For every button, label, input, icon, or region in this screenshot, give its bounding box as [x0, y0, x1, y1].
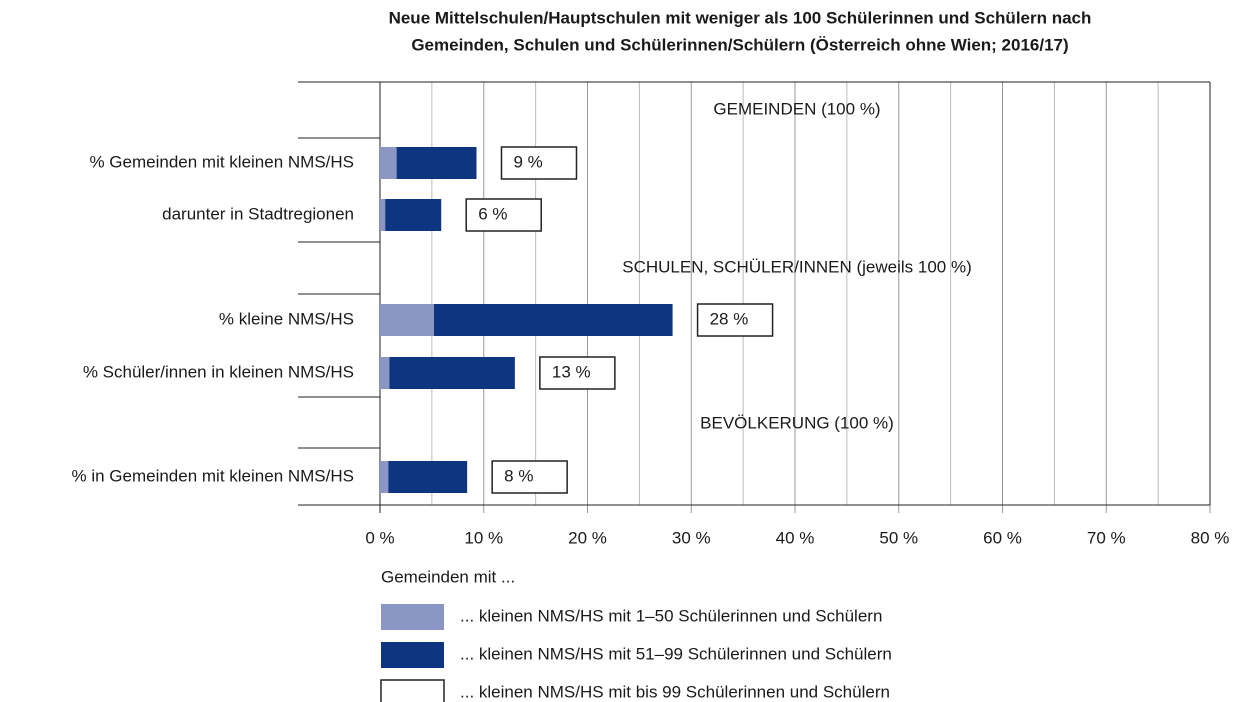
- total-box: [696, 303, 774, 337]
- x-tick-label: 70 %: [1087, 528, 1126, 547]
- section-label: GEMEINDEN (100 %): [713, 99, 880, 118]
- category-label: % in Gemeinden mit kleinen NMS/HS: [71, 466, 354, 485]
- section-label: SCHULEN, SCHÜLER/INNEN (jeweils 100 %): [622, 257, 972, 276]
- x-tick-label: 20 %: [568, 528, 607, 547]
- bar-segment: [380, 357, 390, 389]
- bar-segment: [389, 357, 515, 389]
- bar-segment: [380, 461, 389, 493]
- legend-swatch: [381, 642, 444, 668]
- x-tick-label: 10 %: [464, 528, 503, 547]
- bar-segment: [380, 304, 434, 336]
- x-tick-label: 60 %: [983, 528, 1022, 547]
- chart-title: Neue Mittelschulen/Hauptschulen mit weni…: [389, 8, 1092, 27]
- bar-segment: [380, 199, 386, 231]
- total-box: [539, 356, 616, 390]
- total-label: 8 %: [504, 466, 533, 485]
- x-tick-label: 50 %: [879, 528, 918, 547]
- legend-title: Gemeinden mit ...: [381, 567, 515, 586]
- bar-segment: [385, 199, 442, 231]
- total-box: [491, 460, 568, 494]
- bar-segment: [396, 147, 477, 179]
- bar-segment: [433, 304, 673, 336]
- total-label: 9 %: [513, 152, 542, 171]
- total-box: [500, 146, 578, 180]
- x-tick-label: 40 %: [776, 528, 815, 547]
- chart-title: Gemeinden, Schulen und Schülerinnen/Schü…: [411, 35, 1068, 54]
- category-label: % Schüler/innen in kleinen NMS/HS: [83, 362, 354, 381]
- legend-swatch: [380, 679, 445, 702]
- total-label: 28 %: [710, 309, 749, 328]
- category-label: % kleine NMS/HS: [219, 309, 354, 328]
- x-tick-label: 30 %: [672, 528, 711, 547]
- category-label: % Gemeinden mit kleinen NMS/HS: [89, 152, 354, 171]
- bar-segment: [388, 461, 468, 493]
- legend-swatch: [381, 604, 444, 630]
- legend-label: ... kleinen NMS/HS mit bis 99 Schülerinn…: [460, 682, 890, 701]
- total-label: 13 %: [552, 362, 591, 381]
- total-box: [465, 198, 542, 232]
- total-label: 6 %: [478, 204, 507, 223]
- x-tick-label: 0 %: [365, 528, 394, 547]
- bar-segment: [380, 147, 397, 179]
- legend-label: ... kleinen NMS/HS mit 1–50 Schülerinnen…: [460, 606, 882, 625]
- section-label: BEVÖLKERUNG (100 %): [700, 413, 894, 432]
- category-label: darunter in Stadtregionen: [162, 204, 354, 223]
- legend-label: ... kleinen NMS/HS mit 51–99 Schülerinne…: [460, 644, 892, 663]
- x-tick-label: 80 %: [1191, 528, 1230, 547]
